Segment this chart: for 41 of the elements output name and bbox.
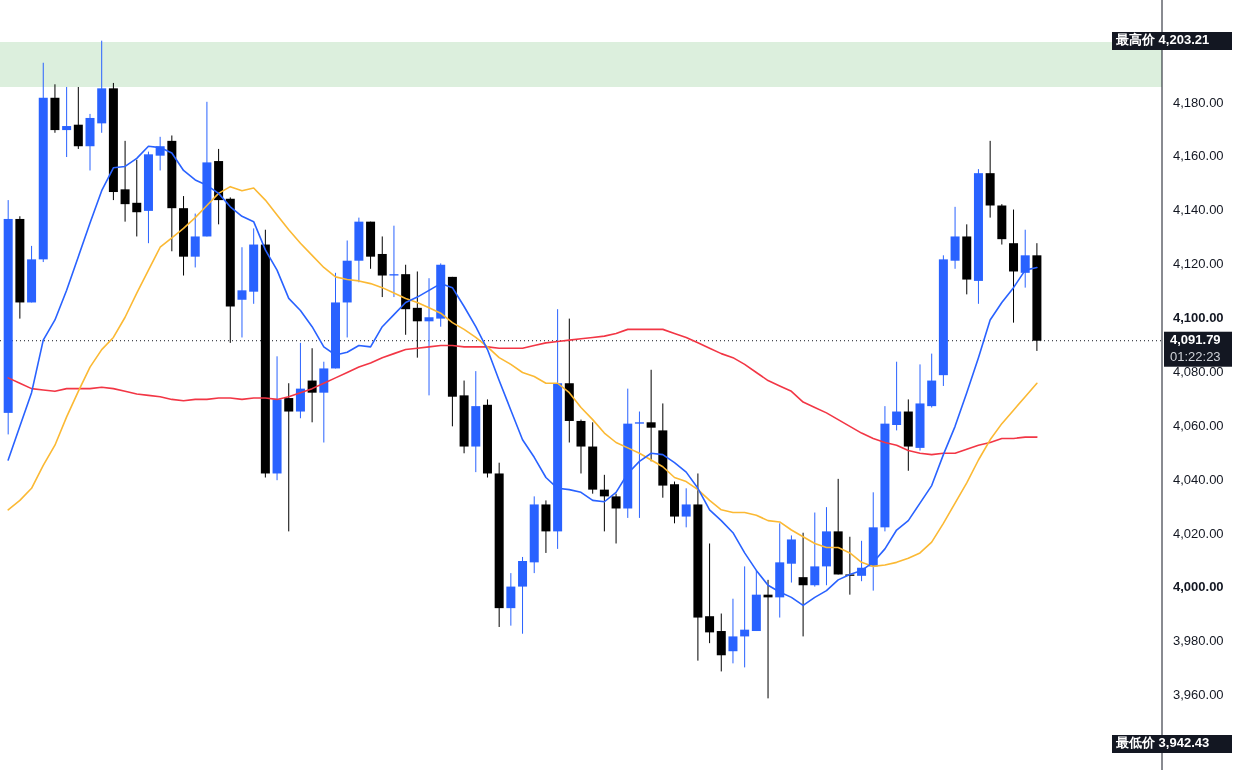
y-tick-label: 4,020.00	[1173, 525, 1224, 541]
line-series	[7, 328, 1038, 456]
y-tick-label: 4,040.00	[1173, 471, 1224, 487]
candlestick	[506, 572, 516, 627]
y-tick-label: 4,180.00	[1173, 94, 1224, 110]
ref-line-label: 4,091.79	[1170, 332, 1221, 348]
candlestick	[892, 361, 902, 431]
y-tick-label: 3,960.00	[1173, 687, 1224, 703]
candlestick	[132, 159, 142, 237]
candlestick	[237, 246, 247, 338]
candlestick	[412, 270, 422, 359]
text: 01:22:23	[1170, 349, 1221, 365]
candlestick	[377, 235, 387, 298]
candlestick	[810, 512, 820, 588]
candlestick	[295, 342, 305, 419]
candlestick	[705, 543, 715, 644]
candlestick	[190, 213, 200, 268]
candlestick	[284, 382, 294, 532]
candlestick	[424, 277, 434, 396]
y-tick-label: 4,000.00	[1173, 579, 1224, 595]
y-tick-label: 4,100.00	[1173, 310, 1224, 326]
candlestick	[798, 532, 808, 637]
y-tick-label: 4,080.00	[1173, 363, 1224, 379]
candlestick	[73, 86, 83, 150]
y-tick-label: 4,120.00	[1173, 256, 1224, 272]
y-tick-label: 4,160.00	[1173, 148, 1224, 164]
y-tick-label: 3,980.00	[1173, 633, 1224, 649]
candlestick	[62, 86, 72, 158]
candlestick	[120, 140, 130, 223]
candlestick	[1020, 229, 1030, 289]
candlestick	[646, 369, 656, 462]
candlestick	[389, 225, 399, 298]
text: 最高价 4,203.21	[1115, 32, 1210, 48]
y-tick-label: 4,140.00	[1173, 202, 1224, 218]
candlestick	[611, 493, 621, 544]
text: 最低价 3,942.43	[1115, 735, 1210, 751]
candlestick	[634, 411, 644, 519]
line-series	[7, 185, 1038, 568]
candlestick	[728, 598, 738, 664]
candlestick	[681, 487, 691, 528]
y-tick-label: 4,060.00	[1173, 417, 1224, 433]
